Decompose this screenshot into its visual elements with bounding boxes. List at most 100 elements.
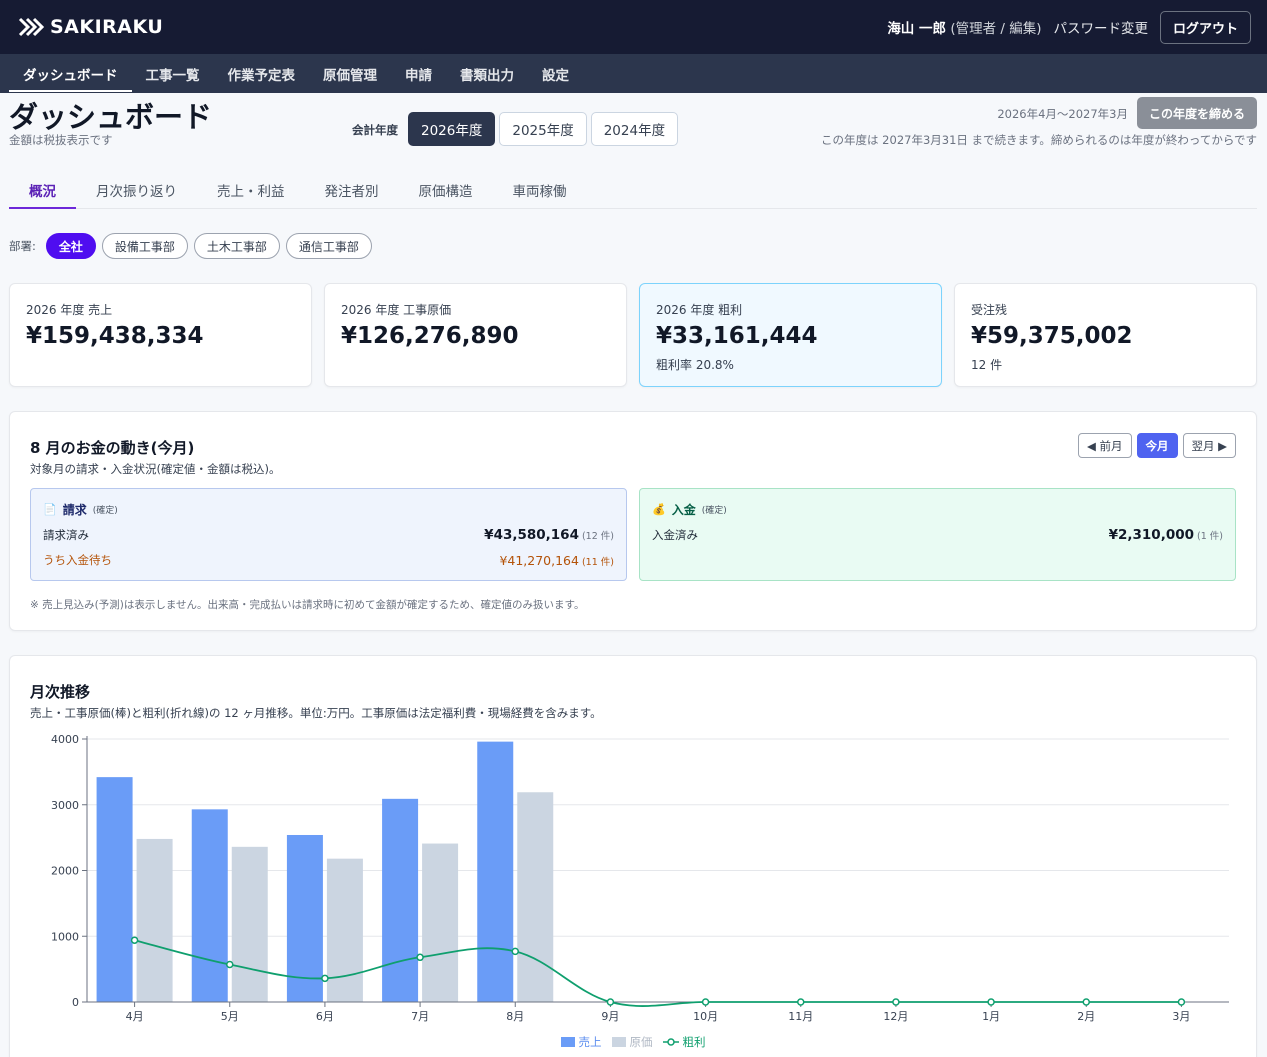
kpi-card-sales: 2026 年度 売上 ¥159,438,334 bbox=[9, 283, 312, 387]
dept-chip-equipment[interactable]: 設備工事部 bbox=[101, 233, 188, 259]
kpi-value: ¥126,276,890 bbox=[341, 323, 519, 349]
bar-cost bbox=[136, 838, 173, 1002]
logo[interactable]: SAKIRAKU bbox=[18, 16, 163, 38]
x-tick-label: 5月 bbox=[221, 1010, 239, 1023]
invoice-tag: (確定) bbox=[92, 506, 118, 516]
pending-label: うち入金待ち bbox=[43, 553, 112, 567]
nav-item-documents[interactable]: 書類出力 bbox=[460, 67, 514, 84]
legend-sales[interactable]: 売上 bbox=[560, 1034, 602, 1050]
tab-monthly-review[interactable]: 月次振り返り bbox=[96, 184, 177, 200]
kpi-label: 2026 年度 工事原価 bbox=[341, 303, 452, 317]
profit-point bbox=[892, 998, 900, 1006]
department-filter: 部署: 全社 設備工事部 土木工事部 通信工事部 bbox=[9, 233, 372, 259]
nav-item-schedule[interactable]: 作業予定表 bbox=[227, 67, 296, 84]
kpi-card-gross-profit: 2026 年度 粗利 ¥33,161,444 粗利率 20.8% bbox=[639, 283, 942, 387]
logout-button[interactable]: ログアウト bbox=[1159, 10, 1251, 44]
x-tick-label: 7月 bbox=[411, 1010, 429, 1023]
y-tick-label: 1000 bbox=[51, 930, 79, 943]
dept-chip-civil[interactable]: 土木工事部 bbox=[193, 233, 280, 259]
next-month-button[interactable]: 翌月 ▶ bbox=[1182, 433, 1236, 458]
kpi-card-backlog: 受注残 ¥59,375,002 12 件 bbox=[954, 283, 1257, 387]
tab-sales-profit[interactable]: 売上・利益 bbox=[217, 184, 285, 200]
profit-point bbox=[226, 960, 234, 969]
fy-button-2026[interactable]: 2026年度 bbox=[408, 112, 496, 146]
tab-cost-structure[interactable]: 原価構造 bbox=[418, 184, 473, 200]
fiscal-period: 2026年4月〜2027年3月 bbox=[997, 107, 1128, 121]
x-tick-label: 9月 bbox=[601, 1010, 619, 1023]
kpi-label: 受注残 bbox=[971, 303, 1008, 317]
bar-cost bbox=[422, 843, 459, 1002]
kpi-value: ¥33,161,444 bbox=[656, 323, 818, 349]
trend-title: 月次推移 bbox=[30, 683, 91, 701]
main-nav: ダッシュボード 工事一覧 作業予定表 原価管理 申請 書類出力 設定 bbox=[0, 54, 1267, 93]
bar-sales bbox=[382, 798, 419, 1002]
kpi-sub: 12 件 bbox=[971, 358, 1003, 372]
current-month-button[interactable]: 今月 bbox=[1136, 433, 1178, 458]
nav-item-projects[interactable]: 工事一覧 bbox=[145, 67, 200, 84]
user-name: 海山 一郎 bbox=[887, 21, 947, 37]
bar-cost bbox=[517, 792, 554, 1002]
kpi-sub: 粗利率 20.8% bbox=[656, 358, 734, 372]
x-tick-label: 1月 bbox=[982, 1010, 1000, 1023]
nav-item-settings[interactable]: 設定 bbox=[542, 67, 569, 84]
bar-cost bbox=[231, 846, 268, 1002]
tab-by-client[interactable]: 発注者別 bbox=[324, 184, 379, 200]
invoice-billed-row: 請求済み ¥43,580,164 (12 件) bbox=[43, 527, 614, 543]
legend-swatch-sales bbox=[560, 1037, 575, 1047]
monthly-trend-chart: 0 1000 2000 3000 4000 4月 5月 6月 7月 8月 9月 10月 11月 12月 1月… bbox=[51, 733, 1229, 1023]
money-bag-icon: 💰 bbox=[652, 503, 666, 516]
profit-point bbox=[797, 998, 805, 1006]
tab-overview[interactable]: 概況 bbox=[9, 172, 76, 209]
dept-chip-telecom[interactable]: 通信工事部 bbox=[285, 233, 372, 259]
x-tick-label: 2月 bbox=[1077, 1010, 1095, 1023]
bar-sales bbox=[191, 809, 228, 1002]
fiscal-year-label: 会計年度 bbox=[352, 123, 398, 137]
nav-item-dashboard[interactable]: ダッシュボード bbox=[9, 54, 132, 93]
legend-swatch-cost bbox=[611, 1037, 626, 1047]
x-tick-label: 4月 bbox=[126, 1010, 144, 1023]
received-amount: ¥2,310,000 bbox=[1108, 527, 1195, 543]
legend-cost[interactable]: 原価 bbox=[611, 1034, 653, 1050]
profit-point bbox=[987, 998, 995, 1006]
invoice-title: 請求 bbox=[62, 503, 87, 517]
nav-item-cost[interactable]: 原価管理 bbox=[323, 67, 377, 84]
legend-swatch-profit bbox=[662, 1038, 679, 1046]
profit-point bbox=[130, 936, 139, 944]
profit-point bbox=[321, 974, 329, 983]
prev-month-button[interactable]: ◀ 前月 bbox=[1078, 433, 1132, 458]
legend-label-profit: 粗利 bbox=[682, 1035, 706, 1049]
billed-count: (12 件) bbox=[581, 531, 614, 542]
close-year-button[interactable]: この年度を締める bbox=[1137, 97, 1257, 129]
profit-line bbox=[134, 939, 1182, 1007]
fy-button-2025[interactable]: 2025年度 bbox=[499, 112, 587, 146]
x-tick-label: 11月 bbox=[788, 1010, 813, 1023]
bar-sales bbox=[286, 834, 323, 1002]
profit-point bbox=[606, 998, 615, 1006]
logo-icon bbox=[18, 17, 44, 37]
billed-amount: ¥43,580,164 bbox=[484, 527, 579, 543]
y-tick-label: 3000 bbox=[51, 799, 79, 812]
payment-received-row: 入金済み ¥2,310,000 (1 件) bbox=[652, 527, 1223, 543]
chart-legend: 売上 原価 粗利 bbox=[10, 1034, 1256, 1050]
dept-chip-all[interactable]: 全社 bbox=[45, 233, 96, 259]
fy-button-2024[interactable]: 2024年度 bbox=[590, 112, 679, 146]
page-title: ダッシュボード bbox=[9, 100, 213, 134]
profit-point bbox=[1082, 998, 1090, 1006]
monthly-trend-panel: 月次推移 売上・工事原価(棒)と粗利(折れ線)の 12 ヶ月推移。単位:万円。工… bbox=[9, 655, 1257, 1057]
y-tick-label: 0 bbox=[72, 996, 79, 1009]
profit-point bbox=[701, 998, 710, 1006]
bar-cost bbox=[326, 858, 363, 1002]
x-tick-label: 8月 bbox=[506, 1010, 524, 1023]
x-tick-label: 6月 bbox=[316, 1010, 334, 1023]
nav-item-requests[interactable]: 申請 bbox=[405, 67, 432, 84]
legend-profit[interactable]: 粗利 bbox=[662, 1034, 706, 1050]
invoice-box: 📄 請求 (確定) 請求済み ¥43,580,164 (12 件) うち入金待ち … bbox=[30, 488, 627, 581]
profit-point bbox=[416, 953, 424, 962]
kpi-value: ¥59,375,002 bbox=[971, 323, 1133, 349]
payment-title: 入金 bbox=[671, 503, 696, 517]
page-subtitle: 金額は税抜表示です bbox=[9, 133, 113, 147]
kpi-label: 2026 年度 売上 bbox=[26, 303, 113, 317]
close-year-note: この年度は 2027年3月31日 まで続きます。締められるのは年度が終わってから… bbox=[821, 133, 1257, 147]
password-change-link[interactable]: パスワード変更 bbox=[1053, 21, 1148, 37]
tab-vehicle-usage[interactable]: 車両稼働 bbox=[512, 184, 567, 200]
